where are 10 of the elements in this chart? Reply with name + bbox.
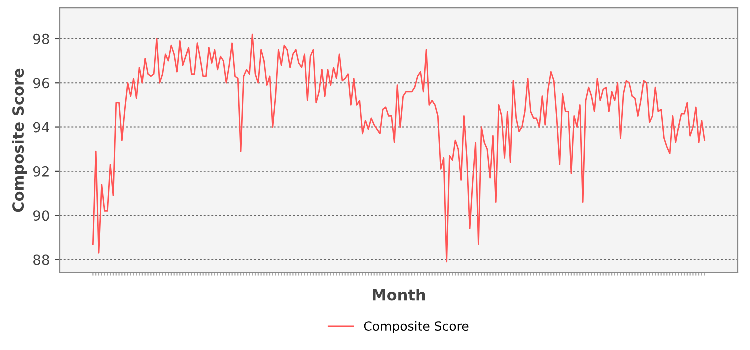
x-axis-title: Month: [373, 288, 426, 301]
line-series: [92, 34, 706, 263]
y-tick-label: 96: [33, 78, 50, 89]
y-tick-label: 94: [33, 122, 50, 133]
y-tick-label: 90: [33, 210, 50, 222]
y-tick-label: 92: [33, 166, 49, 177]
y-tick-label: 98: [33, 34, 50, 44]
y-tick-label: 88: [34, 254, 50, 266]
y-axis-title: Composite Score: [12, 68, 28, 212]
legend-label: Composite Score: [364, 321, 469, 334]
